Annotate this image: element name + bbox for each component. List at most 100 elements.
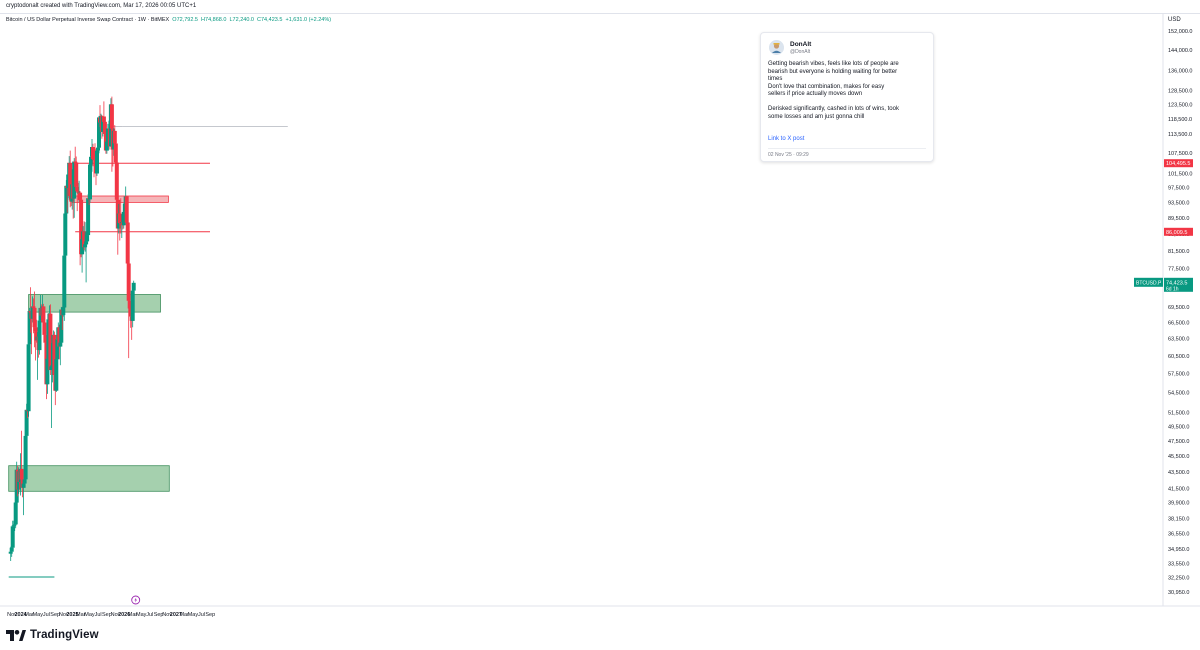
x-tick-label: Jul xyxy=(198,612,205,618)
candle-body xyxy=(113,143,118,163)
candle-body xyxy=(19,468,24,480)
candle-body xyxy=(58,342,63,347)
x-tick-label: Sep xyxy=(50,612,60,618)
x-tick-label: Jul xyxy=(43,612,50,618)
candle-body xyxy=(104,141,109,151)
candle-body xyxy=(126,263,131,301)
ohlc-open: O72,792.5 xyxy=(172,17,198,23)
candle xyxy=(130,284,135,328)
y-tick-label: 38,150.0 xyxy=(1168,516,1189,522)
x-tick-label: Sep xyxy=(154,612,164,618)
candle-body xyxy=(127,300,132,309)
y-tick-label: 36,550.0 xyxy=(1168,531,1189,537)
y-tick-label: 113,500.0 xyxy=(1168,132,1192,138)
candle-body xyxy=(91,147,95,160)
candle xyxy=(86,194,91,241)
candle-body xyxy=(42,322,47,335)
x-tick-label: Nov xyxy=(111,612,121,618)
x-tick-label: 2026 xyxy=(118,612,130,618)
candle-body xyxy=(33,327,38,332)
tweet-line: times xyxy=(768,76,783,83)
y-tick-label: 43,500.0 xyxy=(1168,470,1189,476)
tweet-line: sellers if price actually moves down xyxy=(768,91,863,98)
x-tick-label: 2025 xyxy=(66,612,78,618)
y-tick-label: 81,500.0 xyxy=(1168,249,1189,255)
candle-body xyxy=(83,244,88,248)
header-divider xyxy=(0,13,1200,14)
candle xyxy=(19,430,24,487)
price-label-text: 104,495.5 xyxy=(1166,161,1190,167)
y-tick-label: 39,900.0 xyxy=(1168,501,1189,507)
y-tick-label: 49,500.0 xyxy=(1168,425,1189,431)
candle-body xyxy=(43,334,48,343)
x-tick-label: May xyxy=(136,612,147,618)
candle-body xyxy=(62,255,67,308)
currency-label: USD xyxy=(1168,17,1181,23)
tradingview-logo[interactable]: TradingView xyxy=(6,629,99,641)
candle xyxy=(117,200,122,241)
avatar xyxy=(769,40,784,55)
candle-body xyxy=(37,320,42,351)
candle-body xyxy=(32,307,37,328)
tweet-card[interactable]: DonAlt @DonAlt Getting bearish vibes, fe… xyxy=(760,32,934,162)
candle-body xyxy=(86,198,91,236)
candle xyxy=(21,481,26,516)
y-tick-label: 136,000.0 xyxy=(1168,68,1192,74)
candle xyxy=(114,153,119,201)
y-tick-label: 97,500.0 xyxy=(1168,186,1189,192)
y-tick-label: 89,500.0 xyxy=(1168,216,1189,222)
x-tick-label: Mar xyxy=(24,612,34,618)
candles-layer xyxy=(8,96,136,561)
candle-body xyxy=(88,164,92,200)
tweet-line: Getting bearish vibes, feels like lots o… xyxy=(768,61,899,67)
x-tick-label: May xyxy=(84,612,95,618)
x-tick-label: May xyxy=(188,612,199,618)
candle-body xyxy=(48,313,53,371)
candle xyxy=(91,143,95,167)
tradingview-logo-icon xyxy=(6,629,26,641)
candle-body xyxy=(74,162,79,187)
candle xyxy=(101,101,106,124)
candle-body xyxy=(8,551,13,554)
y-tick-label: 144,000.0 xyxy=(1168,48,1192,54)
candle-body xyxy=(78,192,83,200)
tweet-author-handle: @DonAlt xyxy=(790,49,811,55)
lightning-icon xyxy=(134,597,137,603)
candle xyxy=(89,156,93,176)
candle-body xyxy=(27,311,32,345)
candle xyxy=(62,250,67,321)
y-tick-label: 41,500.0 xyxy=(1168,487,1189,493)
candle-body xyxy=(54,359,59,391)
candle xyxy=(88,163,92,203)
candle xyxy=(131,280,136,294)
y-tick-label: 60,500.0 xyxy=(1168,354,1189,360)
candle-body xyxy=(10,526,15,548)
tweet-line: Derisked significantly, cashed in lots o… xyxy=(768,105,899,112)
symbol-legend[interactable]: Bitcoin / US Dollar Perpetual Inverse Sw… xyxy=(6,17,331,23)
candle-body xyxy=(49,366,54,370)
candle-body xyxy=(23,435,28,480)
candle-body xyxy=(31,306,36,308)
axes-layer: 30,950.0 32,250.0 33,550.0 34,950.0 36,550.0… xyxy=(0,13,1200,618)
candle-body xyxy=(95,150,99,174)
candle-body xyxy=(11,525,16,527)
y-tick-label: 54,500.0 xyxy=(1168,391,1189,397)
candle-body xyxy=(22,479,27,484)
symbol-tag-text: BTCUSD.P xyxy=(1136,280,1162,286)
candle xyxy=(23,433,28,482)
candle-body xyxy=(101,116,106,122)
candle xyxy=(26,336,31,417)
x-tick-label: Jul xyxy=(95,612,102,618)
link-to-x-post[interactable]: Link to X post xyxy=(768,136,805,142)
x-tick-label: May xyxy=(33,612,44,618)
candle-body xyxy=(24,409,29,436)
candle-body xyxy=(85,235,90,242)
x-tick-label: 2027 xyxy=(170,612,182,618)
x-tick-label: Sep xyxy=(102,612,112,618)
y-tick-label: 101,500.0 xyxy=(1168,171,1192,177)
x-tick-label: Mar xyxy=(179,612,189,618)
candle-body xyxy=(97,117,101,148)
candle-body xyxy=(59,309,64,343)
candle-body xyxy=(76,191,81,193)
